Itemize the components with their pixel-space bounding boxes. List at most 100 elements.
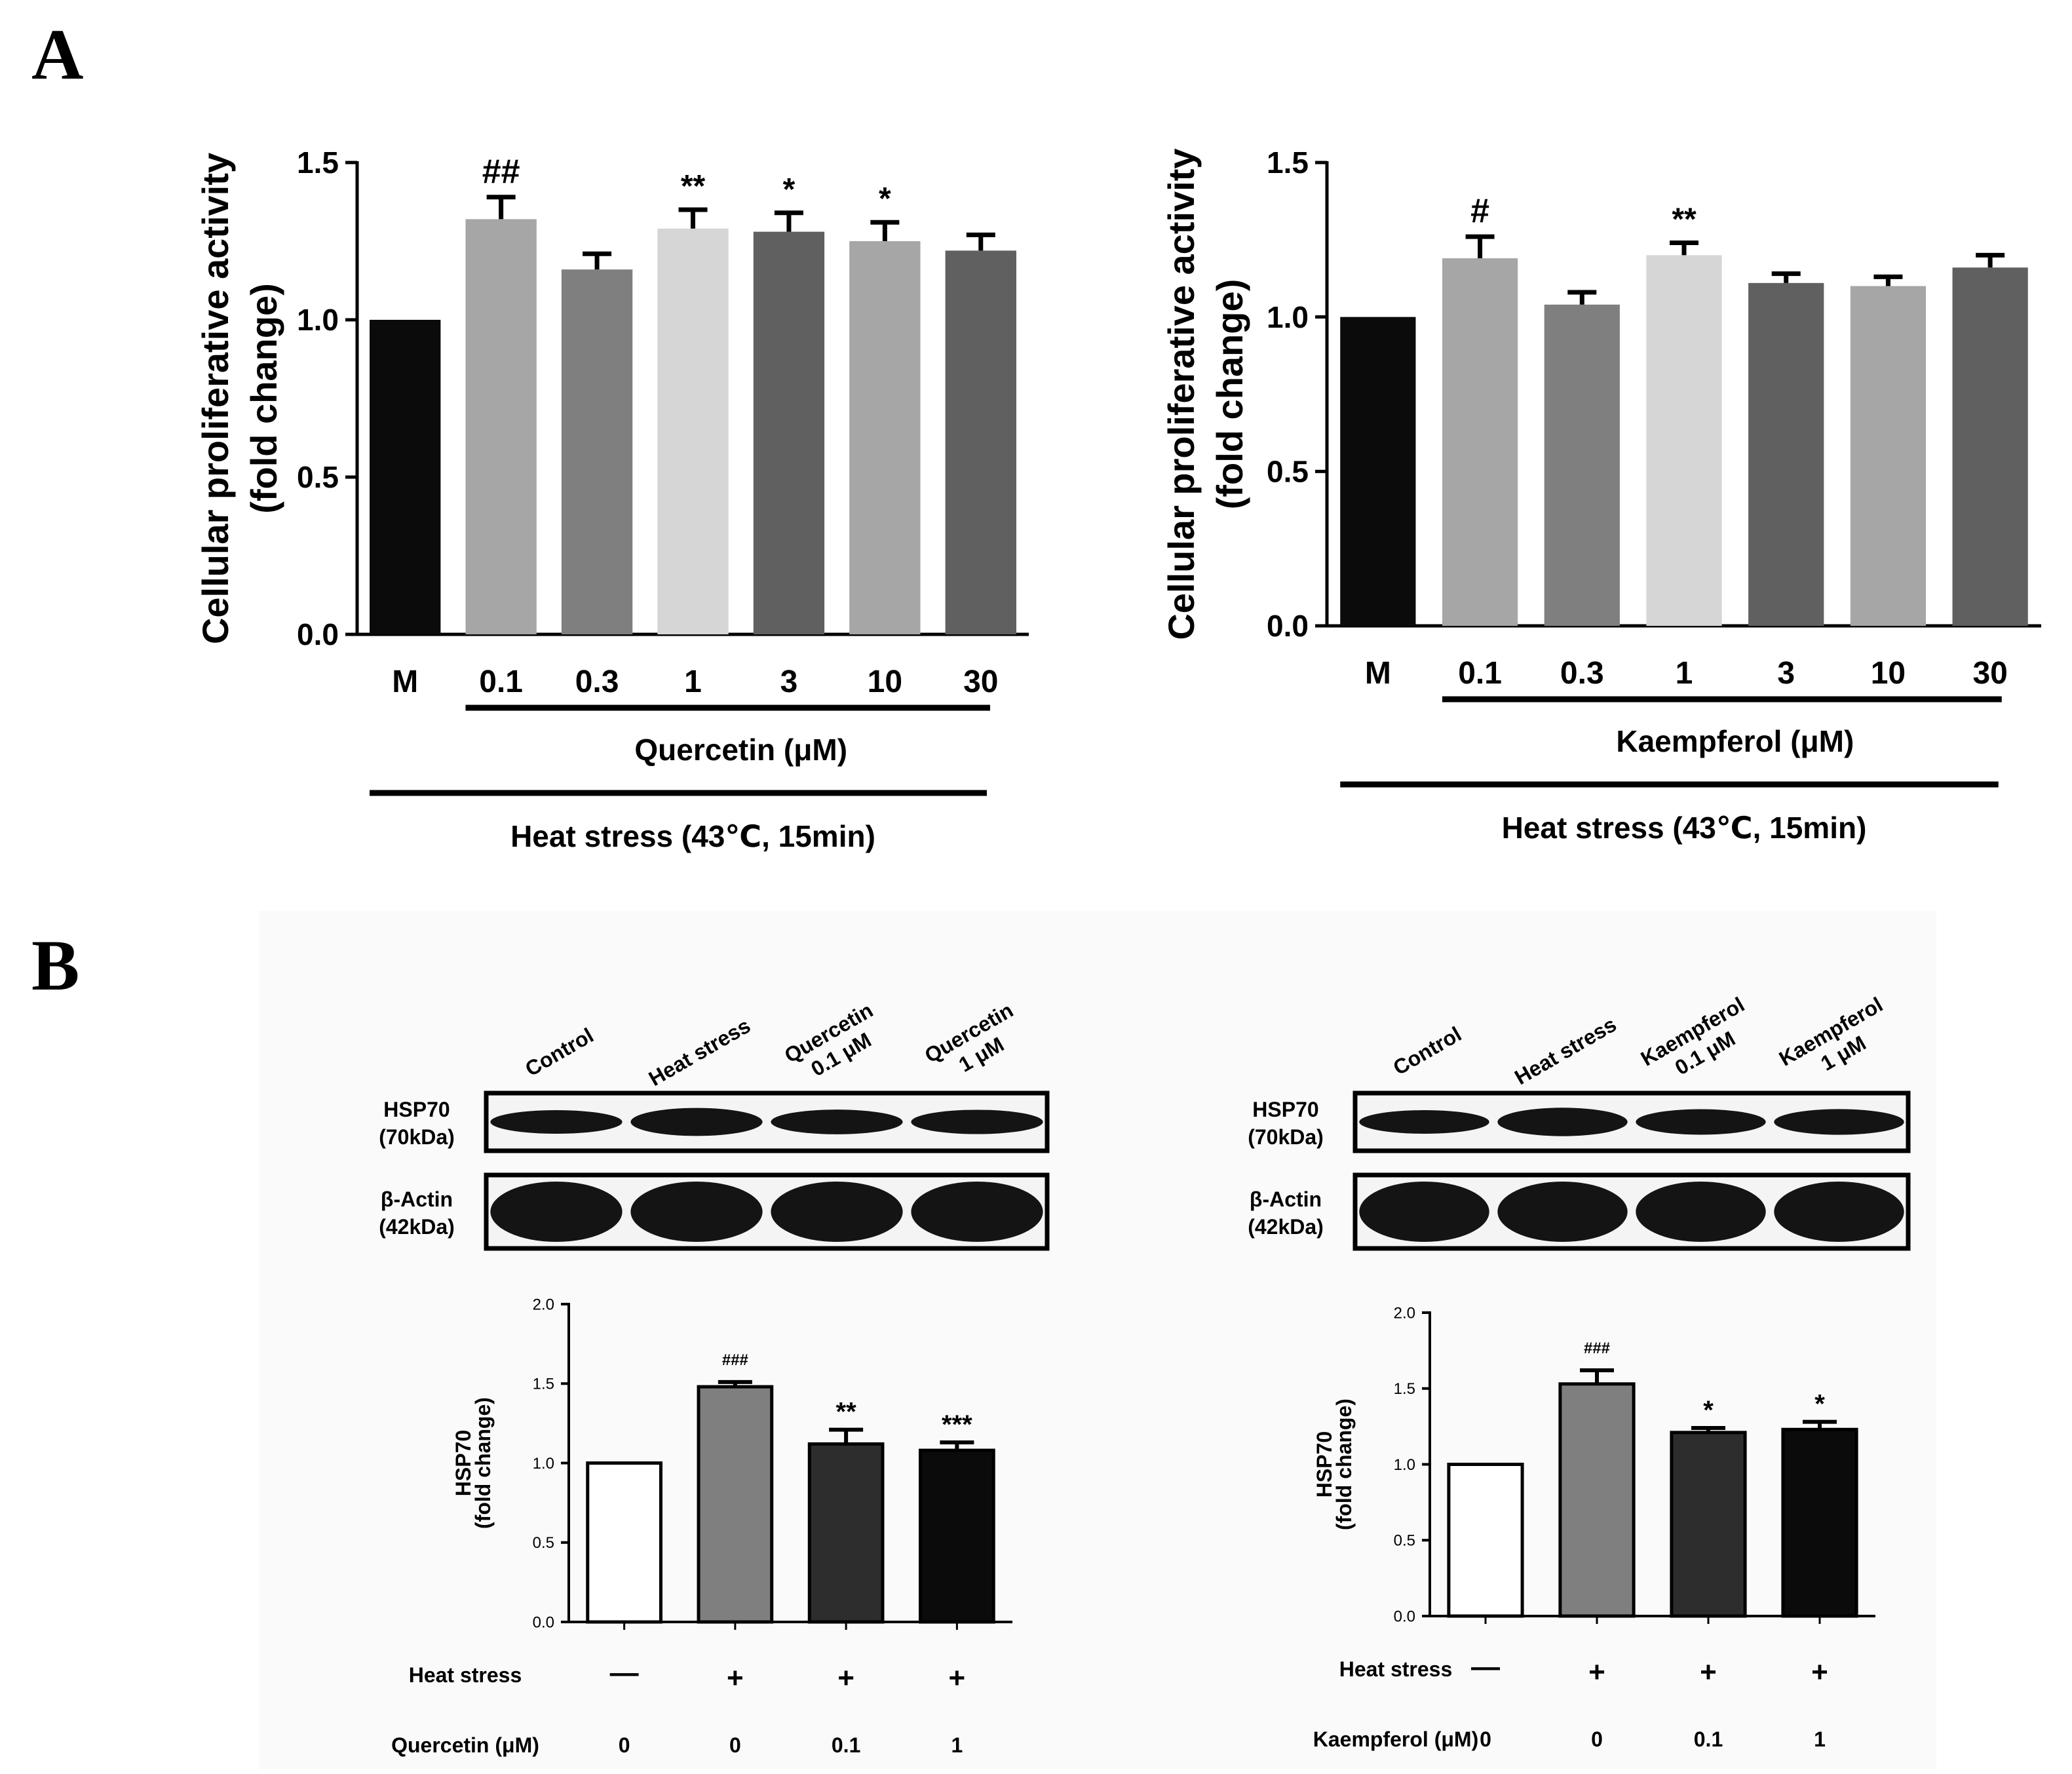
blot-band — [771, 1109, 903, 1134]
condition-value: 1 — [1814, 1727, 1826, 1751]
condition-value: 0.1 — [1694, 1727, 1723, 1751]
y-tick-label: 1.0 — [1267, 300, 1309, 334]
condition-value: + — [1700, 1656, 1717, 1688]
significance-label: ** — [1672, 202, 1697, 237]
blot-band — [1497, 1108, 1628, 1136]
condition-value: + — [837, 1662, 854, 1694]
blot-row-sublabel: (42kDa) — [1248, 1215, 1324, 1239]
y-tick-label: 1.0 — [1394, 1456, 1415, 1474]
bar — [1781, 1427, 1858, 1618]
significance-label: *** — [942, 1410, 972, 1439]
x-tick-label: 10 — [1871, 656, 1906, 691]
condition-row-label: Quercetin (μM) — [391, 1733, 539, 1757]
bar — [1558, 1382, 1636, 1618]
y-axis-title-units: (fold change) — [1332, 1398, 1356, 1530]
treatment-label: Quercetin (μM) — [634, 733, 847, 767]
stress-label: Heat stress (43℃, 15min) — [510, 819, 875, 853]
y-tick-label: 0.5 — [1267, 454, 1309, 488]
bar — [1340, 317, 1416, 626]
x-tick-label: 1 — [1676, 656, 1693, 691]
blot-band — [1636, 1182, 1766, 1242]
significance-label: ### — [722, 1351, 748, 1369]
bar — [586, 1461, 662, 1624]
bar — [697, 1385, 774, 1624]
condition-value: + — [727, 1662, 744, 1694]
chart-quercetin_proliferation: 0.00.51.01.5 ## ** * *Cellular proliferative… — [195, 145, 1029, 853]
y-axis-title: Cellular proliferative activity — [1161, 148, 1202, 640]
significance-label: ## — [482, 153, 520, 191]
significance-label: # — [1470, 192, 1489, 230]
x-tick-label: 0.3 — [1560, 656, 1604, 691]
significance-label: * — [783, 172, 796, 207]
condition-value: — — [610, 1657, 639, 1689]
chart-quercetin_hsp70: 0.00.51.01.52.0###** ***HSP70(fold change… — [379, 998, 1050, 1757]
y-axis-title: Cellular proliferative activity — [195, 153, 236, 644]
bar — [1544, 304, 1620, 626]
actin-blot — [484, 1172, 1050, 1251]
bar — [1646, 255, 1722, 626]
blot-band — [1359, 1110, 1489, 1134]
bar — [807, 1442, 885, 1624]
bar — [1952, 267, 2028, 627]
x-tick-label: 3 — [780, 665, 798, 699]
x-tick-label: 30 — [1972, 656, 2007, 691]
bar — [1748, 282, 1824, 626]
y-tick-label: 0.5 — [533, 1534, 554, 1552]
y-tick-label: 1.0 — [533, 1455, 554, 1473]
y-tick-label: 1.5 — [1267, 145, 1309, 180]
panel-label-a: A — [31, 14, 83, 94]
significance-label: * — [1703, 1396, 1714, 1425]
bar — [465, 219, 537, 634]
significance-label: ** — [681, 169, 706, 204]
hsp70-blot — [1353, 1090, 1911, 1153]
bar — [561, 269, 633, 634]
condition-value: 0 — [1480, 1727, 1491, 1751]
condition-value: — — [1471, 1651, 1500, 1683]
condition-value: 0.1 — [832, 1733, 860, 1757]
y-tick-label: 0.0 — [533, 1613, 554, 1631]
blot-row-label: β-Actin — [381, 1187, 453, 1211]
condition-value: + — [1588, 1656, 1605, 1688]
blot-band — [1774, 1109, 1904, 1135]
bar — [1447, 1463, 1524, 1618]
x-tick-label: 0.1 — [479, 665, 523, 699]
y-tick-label: 1.5 — [533, 1376, 554, 1393]
bar — [370, 320, 441, 634]
blot-band — [911, 1109, 1043, 1134]
condition-value: 0 — [619, 1733, 630, 1757]
blot-row-label: β-Actin — [1250, 1187, 1322, 1211]
blot-row-sublabel: (42kDa) — [379, 1215, 455, 1239]
condition-row-label: Kaempferol (μM) — [1313, 1727, 1478, 1751]
panel-label-b: B — [31, 925, 79, 1005]
x-tick-label: 30 — [963, 665, 998, 699]
y-tick-label: 2.0 — [1394, 1304, 1415, 1322]
blot-band — [630, 1108, 763, 1136]
blot-band — [911, 1182, 1043, 1242]
y-tick-label: 1.0 — [297, 303, 339, 337]
blot-band — [771, 1182, 903, 1242]
y-tick-label: 0.5 — [1394, 1532, 1415, 1550]
x-tick-label: 3 — [1777, 656, 1795, 691]
bar — [1850, 286, 1927, 626]
blot-row-label: HSP70 — [383, 1098, 450, 1121]
condition-row-label: Heat stress — [409, 1663, 522, 1687]
y-tick-label: 0.0 — [297, 617, 339, 651]
chart-kaempferol_proliferation: 0.0 0.5 1.0 1.5 # ** Cellular proliferative ac… — [1161, 145, 2041, 845]
bar — [753, 231, 825, 635]
blot-row-label: HSP70 — [1252, 1098, 1318, 1121]
bar — [849, 241, 921, 634]
y-tick-label: 0.0 — [1267, 609, 1309, 643]
blot-row-sublabel: (70kDa) — [379, 1125, 455, 1149]
y-tick-label: 2.0 — [533, 1296, 554, 1313]
blot-band — [1636, 1109, 1766, 1135]
blot-band — [1497, 1182, 1628, 1242]
bar — [945, 250, 1016, 634]
bar — [919, 1448, 995, 1624]
y-axis-title-units: (fold change) — [243, 283, 284, 514]
y-tick-label: 0.5 — [297, 460, 339, 494]
chart-kaempferol_hsp70: 0.00.51.01.52.0###* *HSP70(fold change)He… — [1248, 992, 1911, 1751]
condition-value: 0 — [729, 1733, 741, 1757]
significance-label: * — [879, 182, 891, 216]
significance-label: * — [1814, 1390, 1825, 1419]
